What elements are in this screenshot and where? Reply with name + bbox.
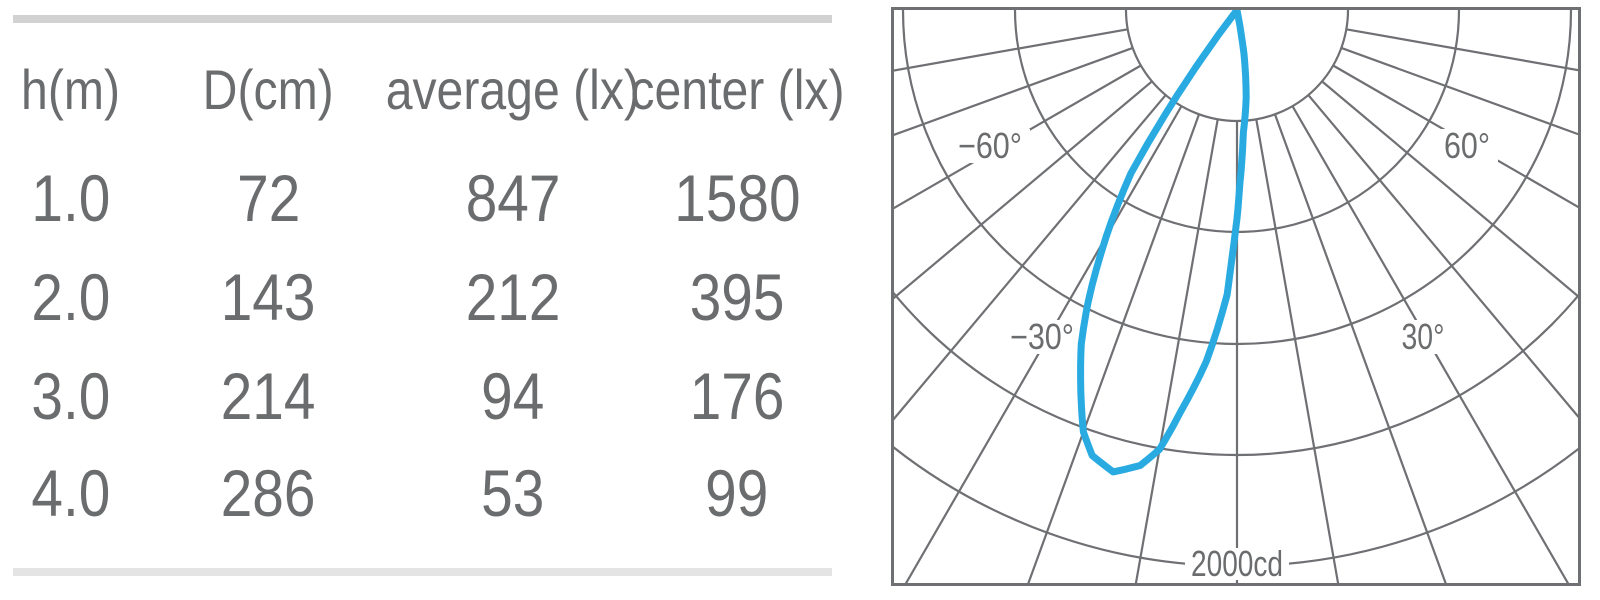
table-header-row: h(m) D(cm) average (lx) center (lx) (0, 50, 845, 130)
label-mask (950, 129, 1030, 163)
cell-d: 72 (142, 161, 395, 235)
polar-label: 30° (1402, 316, 1445, 357)
value-average: 847 (465, 161, 561, 235)
value-center: 1580 (673, 161, 801, 235)
polar-ray (894, 80, 1153, 300)
value-d: 72 (236, 161, 301, 235)
col-header-center: center (lx) (629, 50, 845, 130)
value-d: 143 (221, 260, 316, 334)
cell-d: 214 (142, 359, 395, 433)
polar-diagram: −60° 60° −30° 30° 2000cd (891, 7, 1581, 586)
cell-d: 286 (142, 456, 395, 530)
polar-label: 60° (1444, 125, 1490, 166)
col-header-d: D(cm) (142, 50, 395, 130)
cell-center: 176 (631, 359, 843, 433)
table-row: 3.0 214 94 176 (0, 359, 845, 433)
cell-h: 1.0 (0, 161, 142, 235)
value-d: 214 (221, 359, 316, 433)
cell-h: 4.0 (0, 456, 142, 530)
value-center: 395 (689, 260, 785, 334)
cell-center: 1580 (631, 161, 843, 235)
polar-ray (1027, 113, 1201, 583)
value-center: 99 (705, 456, 769, 530)
value-average: 212 (465, 260, 561, 334)
label-mask (1393, 320, 1453, 354)
value-h: 2.0 (31, 260, 111, 334)
cell-average: 53 (395, 456, 631, 530)
illuminance-table-panel: h(m) D(cm) average (lx) center (lx) 1.0 … (0, 15, 845, 576)
polar-ray (894, 94, 1167, 421)
value-d: 286 (221, 456, 316, 530)
cell-d: 143 (142, 260, 395, 334)
polar-ray (1340, 46, 1578, 136)
value-h: 1.0 (31, 161, 111, 235)
col-header-d-label: D(cm) (202, 58, 335, 121)
cell-average: 847 (395, 161, 631, 235)
label-mask (1185, 548, 1289, 580)
polar-ray (1346, 28, 1578, 72)
cell-average: 212 (395, 260, 631, 334)
polar-ray (1255, 119, 1340, 583)
col-header-average-label: average (lx) (385, 58, 641, 121)
value-h: 3.0 (31, 359, 111, 433)
bottom-divider (13, 568, 832, 576)
value-center: 176 (689, 359, 785, 433)
intensity-curve (1077, 10, 1250, 476)
polar-label: −30° (1010, 316, 1074, 357)
col-header-h-label: h(m) (21, 58, 121, 121)
table-row: 1.0 72 847 1580 (0, 161, 845, 235)
polar-ray (894, 46, 1134, 137)
polar-label: −60° (958, 125, 1022, 166)
label-mask (1436, 129, 1498, 163)
polar-diagram-svg: −60° 60° −30° 30° 2000cd (894, 10, 1578, 583)
polar-ray (1273, 113, 1447, 583)
polar-ray (1307, 94, 1578, 419)
col-header-h: h(m) (0, 50, 142, 130)
top-divider (13, 15, 832, 23)
cell-center: 99 (631, 456, 843, 530)
label-mask (1002, 320, 1082, 354)
col-header-average: average (lx) (386, 50, 640, 130)
polar-ray (894, 28, 1128, 72)
polar-label: 2000cd (1191, 543, 1283, 583)
polar-ray (1134, 119, 1219, 583)
col-header-center-label: center (lx) (629, 58, 845, 121)
table-row: 2.0 143 212 395 (0, 260, 845, 334)
cell-average: 94 (395, 359, 631, 433)
cell-center: 395 (631, 260, 843, 334)
polar-ray (1291, 105, 1570, 583)
value-average: 53 (481, 456, 545, 530)
value-h: 4.0 (31, 456, 111, 530)
cell-h: 2.0 (0, 260, 142, 334)
polar-ray (904, 105, 1183, 583)
polar-grid (894, 10, 1578, 583)
polar-ray (1321, 80, 1578, 298)
value-average: 94 (481, 359, 545, 433)
table-row: 4.0 286 53 99 (0, 456, 845, 530)
cell-h: 3.0 (0, 359, 142, 433)
